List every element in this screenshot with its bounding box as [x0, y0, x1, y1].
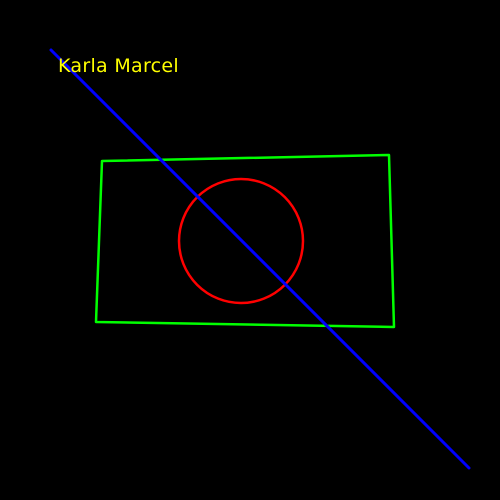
red-circle: [177, 177, 305, 305]
green-quadrilateral: [94, 153, 396, 329]
blue-diagonal-line: [49, 48, 471, 470]
name-label: Karla Marcel: [58, 55, 179, 77]
